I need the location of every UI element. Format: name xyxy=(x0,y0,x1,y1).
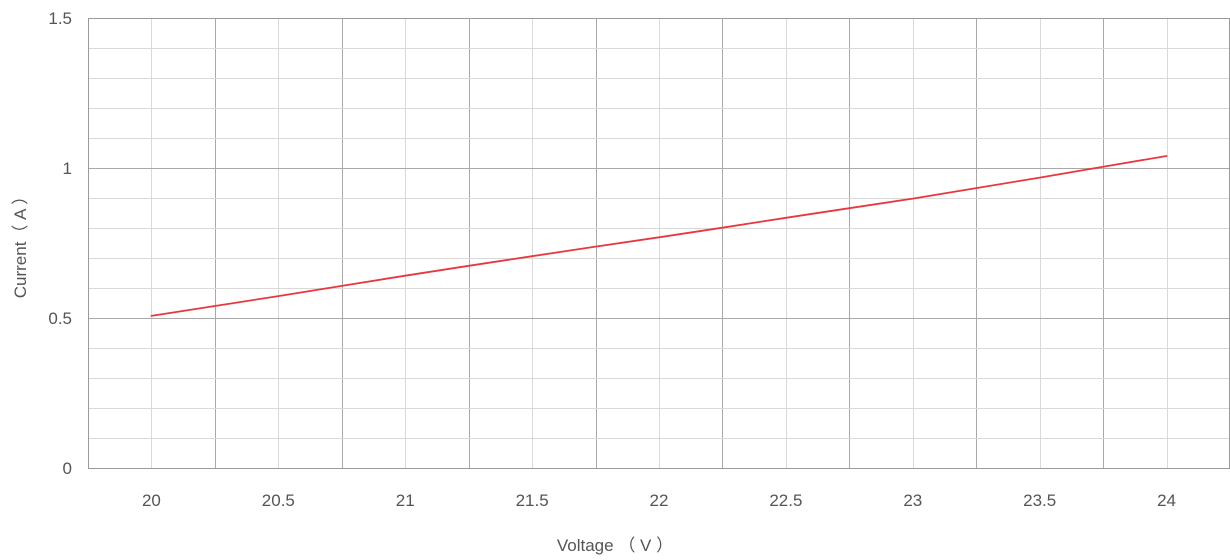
x-axis-ticks: 20 20.5 21 21.5 22 22.5 23 23.5 24 xyxy=(142,491,1176,510)
grid xyxy=(88,18,1230,469)
x-tick-label: 20 xyxy=(142,491,161,510)
y-axis-ticks: 0 0.5 1 1.5 xyxy=(48,9,72,478)
series-line xyxy=(150,155,1168,317)
x-tick-label: 22.5 xyxy=(769,491,802,510)
x-axis-title: Voltage （ V ） xyxy=(557,536,673,555)
x-tick-label: 22 xyxy=(650,491,669,510)
y-axis-title: Current（ A ） xyxy=(11,188,30,299)
x-tick-label: 20.5 xyxy=(262,491,295,510)
y-tick-label: 0 xyxy=(63,459,72,478)
y-tick-label: 0.5 xyxy=(48,309,72,328)
y-tick-label: 1 xyxy=(63,159,72,178)
x-tick-label: 23 xyxy=(903,491,922,510)
series-layer xyxy=(150,155,1168,317)
x-tick-label: 24 xyxy=(1157,491,1176,510)
x-tick-label: 21 xyxy=(396,491,415,510)
x-tick-label: 23.5 xyxy=(1023,491,1056,510)
x-tick-label: 21.5 xyxy=(516,491,549,510)
y-tick-label: 1.5 xyxy=(48,9,72,28)
